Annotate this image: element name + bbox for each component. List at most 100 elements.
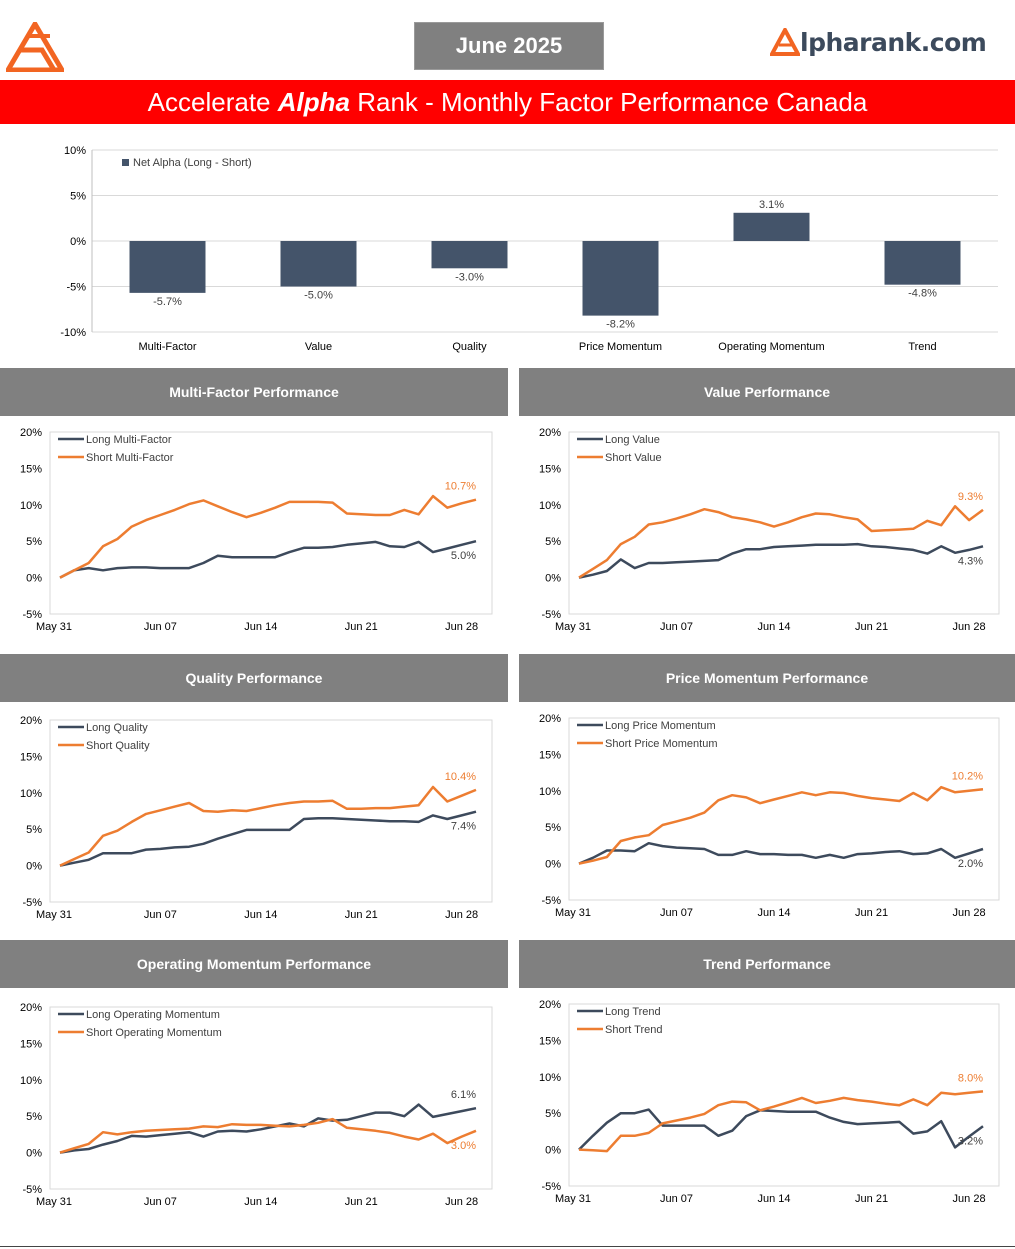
x-tick-label: Jun 14 (244, 1196, 277, 1208)
x-tick-label: Jun 28 (445, 909, 478, 921)
y-tick-label: 20% (539, 713, 561, 725)
y-tick-label: 10% (20, 500, 42, 512)
end-label-short-operating-momentum: 3.0% (451, 1140, 476, 1152)
y-tick-label: 15% (20, 1038, 42, 1050)
bar-category-label: Multi-Factor (138, 341, 196, 353)
legend-label-long-value: Long Value (605, 434, 660, 446)
brand-logo[interactable]: lpharank.com (770, 26, 987, 58)
bar-category-label: Operating Momentum (718, 341, 824, 353)
plot-area (568, 717, 1000, 901)
series-line-long-quality (59, 810, 477, 867)
y-tick-label: 0% (26, 573, 42, 585)
series-line-short-trend (578, 1090, 984, 1153)
x-tick-label: Jun 07 (660, 1193, 693, 1205)
x-tick-label: Jun 07 (144, 909, 177, 921)
bar-operating-momentum (733, 212, 810, 241)
y-tick-label: 15% (539, 1035, 561, 1047)
y-tick-label: 5% (545, 822, 561, 834)
banner-suffix: Rank - Monthly Factor Performance Canada (349, 87, 868, 117)
y-tick-label: 20% (20, 427, 42, 439)
end-label-short-quality: 10.4% (445, 771, 476, 783)
x-tick-label: Jun 28 (445, 1196, 478, 1208)
bar-data-label: 3.1% (759, 199, 784, 211)
y-tick-label: 20% (539, 999, 561, 1011)
x-tick-label: Jun 21 (855, 1193, 888, 1205)
y-tick-label: 5% (26, 536, 42, 548)
x-tick-label: May 31 (555, 621, 591, 633)
plot-area (49, 431, 493, 615)
bar-legend-swatch (122, 159, 129, 166)
end-label-long-price-momentum: 2.0% (958, 858, 983, 870)
y-tick-label: 20% (20, 715, 42, 727)
legend-label-long-price-momentum: Long Price Momentum (605, 720, 716, 732)
x-tick-label: May 31 (36, 909, 72, 921)
x-tick-label: May 31 (36, 621, 72, 633)
y-tick-label: -5% (22, 1184, 42, 1196)
legend-label-long-multi-factor: Long Multi-Factor (86, 434, 172, 446)
value-line-chart: 20% 15% 10% 5% 0% -5%May 31 Jun 07 Jun 14 Jun 21… (539, 427, 1000, 633)
end-label-long-multi-factor: 5.0% (451, 550, 476, 562)
panel-header-price-momentum: Price Momentum Performance (519, 654, 1015, 702)
y-tick-label: -5% (541, 1181, 561, 1193)
legend-label-short-quality: Short Quality (86, 740, 150, 752)
bar-data-label: -3.0% (455, 271, 484, 283)
y-tick-label: 5% (26, 824, 42, 836)
bar-multi-factor (129, 241, 206, 293)
series-line-long-operating-momentum (59, 1103, 477, 1154)
y-tick-label: 0% (26, 861, 42, 873)
y-tick-label: 15% (20, 751, 42, 763)
legend-label-short-multi-factor: Short Multi-Factor (86, 452, 174, 464)
series-line-short-price-momentum (578, 785, 984, 865)
y-tick-label: 10% (539, 786, 561, 798)
y-tick-label: 15% (539, 463, 561, 475)
x-tick-label: Jun 07 (660, 621, 693, 633)
x-tick-label: May 31 (555, 907, 591, 919)
net-alpha-bar-chart: 10% 5% 0% -5% -10% -5.7% Multi-Factor -5.0% Valu… (60, 145, 998, 353)
bar-category-label: Quality (452, 341, 487, 353)
bar-data-label: -5.7% (153, 296, 182, 308)
x-tick-label: Jun 21 (345, 909, 378, 921)
quality-line-chart: 20% 15% 10% 5% 0% -5%May 31 Jun 07 Jun 14 Jun 21… (20, 715, 493, 921)
operating-momentum-line-chart: 20% 15% 10% 5% 0% -5%May 31 Jun 07 Jun 14 Jun 21… (20, 1002, 493, 1208)
series-line-short-operating-momentum (59, 1117, 477, 1154)
series-line-long-price-momentum (578, 841, 984, 865)
report-banner: Accelerate Alpha Rank - Monthly Factor P… (0, 80, 1015, 124)
y-tick-label: 10% (20, 1075, 42, 1087)
plot-area (568, 1003, 1000, 1187)
bar-trend (884, 241, 961, 285)
bar-category-label: Price Momentum (579, 341, 662, 353)
x-tick-label: Jun 14 (244, 909, 277, 921)
series-line-short-multi-factor (59, 494, 477, 579)
x-tick-label: Jun 14 (244, 621, 277, 633)
x-tick-label: Jun 07 (660, 907, 693, 919)
x-tick-label: Jun 14 (758, 1193, 791, 1205)
bar-quality (431, 241, 508, 269)
bar-y-tick-label: -5% (66, 282, 86, 294)
multi-factor-line-chart: 20% 15% 10% 5% 0% -5%May 31 Jun 07 Jun 14 Jun 21… (20, 427, 493, 633)
y-tick-label: 10% (539, 1072, 561, 1084)
y-tick-label: 20% (20, 1002, 42, 1014)
y-tick-label: 0% (545, 1145, 561, 1157)
y-tick-label: 5% (545, 536, 561, 548)
bar-data-label: -5.0% (304, 290, 333, 302)
series-line-long-multi-factor (59, 539, 477, 579)
bar-value (280, 241, 357, 287)
series-line-long-value (578, 542, 984, 579)
bar-category-label: Trend (908, 341, 936, 353)
x-tick-label: Jun 14 (758, 621, 791, 633)
x-tick-label: Jun 07 (144, 621, 177, 633)
y-tick-label: -5% (541, 895, 561, 907)
bar-data-label: -8.2% (606, 319, 635, 331)
y-tick-label: 0% (26, 1148, 42, 1160)
legend-label-short-value: Short Value (605, 452, 662, 464)
end-label-short-price-momentum: 10.2% (952, 770, 983, 782)
plot-area (568, 431, 1000, 615)
y-tick-label: 10% (20, 788, 42, 800)
x-tick-label: Jun 28 (445, 621, 478, 633)
series-line-long-trend (578, 1108, 984, 1151)
y-tick-label: 15% (20, 463, 42, 475)
bar-legend-label: Net Alpha (Long - Short) (133, 157, 252, 169)
brand-text: lpharank.com (800, 27, 987, 57)
x-tick-label: Jun 28 (953, 621, 986, 633)
bar-y-tick-label: -10% (60, 327, 86, 339)
